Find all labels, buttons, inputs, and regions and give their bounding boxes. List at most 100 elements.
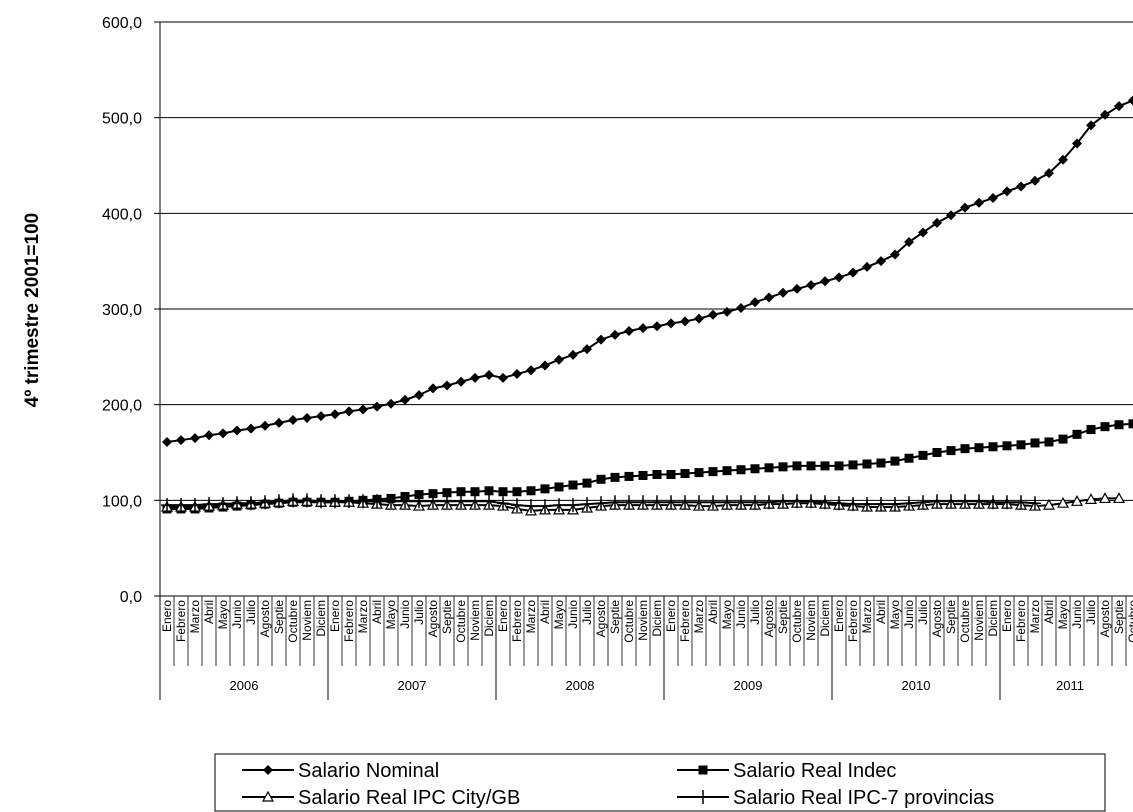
x-tick-label: Abril (202, 600, 216, 624)
marker (539, 499, 551, 514)
marker (820, 276, 830, 287)
marker (806, 280, 816, 291)
x-tick-label: Agosto (426, 600, 440, 638)
marker (847, 497, 859, 512)
x-tick-label: Diciem (650, 600, 664, 637)
marker (540, 360, 550, 371)
marker (638, 323, 648, 334)
marker (652, 321, 662, 332)
x-tick-label: Abril (1042, 600, 1056, 624)
marker (567, 498, 579, 513)
x-tick-label: Junio (398, 600, 412, 629)
marker (610, 472, 620, 482)
marker (1058, 154, 1068, 165)
marker (1002, 186, 1012, 197)
x-tick-label: Noviem (300, 600, 314, 641)
marker (455, 494, 467, 509)
x-tick-label: Octubre (622, 600, 636, 643)
series (161, 493, 1041, 514)
marker (778, 462, 788, 472)
x-tick-label: Junio (230, 600, 244, 629)
marker (162, 436, 172, 447)
x-tick-label: Abril (706, 600, 720, 624)
marker (540, 484, 550, 494)
marker (358, 404, 368, 415)
x-tick-label: Junio (734, 600, 748, 629)
year-label: 2011 (1056, 678, 1084, 693)
x-tick-label: Septie (944, 600, 958, 634)
marker (498, 487, 508, 497)
marker (1112, 492, 1126, 504)
marker (749, 495, 761, 510)
marker (301, 493, 313, 508)
marker (497, 496, 509, 511)
marker (1128, 419, 1133, 429)
x-tick-label: Septie (272, 600, 286, 634)
marker (357, 494, 369, 509)
marker (693, 495, 705, 510)
marker (231, 496, 243, 511)
marker (1044, 168, 1054, 179)
marker (190, 433, 200, 444)
marker (189, 498, 201, 513)
marker (973, 494, 985, 509)
legend: Salario Nominal Salario Real Indec Salari… (214, 753, 1106, 812)
marker (1072, 429, 1082, 439)
x-tick-label: Enero (664, 600, 678, 632)
marker (1098, 492, 1112, 504)
marker (862, 459, 872, 469)
x-tick-label: Agosto (594, 600, 608, 638)
x-tick-label: Agosto (258, 600, 272, 638)
marker (848, 267, 858, 278)
marker (554, 354, 564, 365)
x-tick-label: Julio (1084, 600, 1098, 625)
series-line (166, 99, 1133, 443)
marker (932, 448, 942, 457)
y-tick-label: 600,0 (102, 15, 142, 32)
marker (932, 217, 942, 228)
x-tick-label: Agosto (930, 600, 944, 638)
marker (261, 790, 275, 802)
marker (736, 465, 746, 475)
marker (498, 372, 508, 383)
x-tick-label: Septie (1112, 600, 1126, 634)
marker (596, 334, 606, 345)
marker (1114, 101, 1124, 112)
x-tick-label: Octubre (1126, 600, 1133, 643)
marker (526, 365, 536, 376)
marker (862, 261, 872, 272)
marker (889, 497, 901, 512)
x-tick-label: Febrero (678, 600, 692, 642)
x-tick-label: Marzo (188, 600, 202, 634)
marker (638, 470, 648, 480)
marker (428, 489, 438, 499)
x-tick-label: Febrero (510, 600, 524, 642)
x-tick-label: Noviem (804, 600, 818, 641)
marker (833, 496, 845, 511)
marker (931, 494, 943, 509)
marker (666, 318, 676, 329)
marker (735, 495, 747, 510)
marker (792, 283, 802, 294)
marker (694, 468, 704, 478)
marker (442, 380, 452, 391)
marker (1002, 441, 1012, 451)
marker (218, 428, 228, 439)
marker (834, 272, 844, 283)
marker (890, 249, 900, 260)
marker (1044, 437, 1054, 447)
marker (1100, 109, 1110, 120)
y-tick-label: 500,0 (102, 111, 142, 128)
x-tick-label: Octubre (286, 600, 300, 643)
x-tick-label: Febrero (342, 600, 356, 642)
x-tick-label: Julio (580, 600, 594, 625)
x-tick-label: Septie (440, 600, 454, 634)
marker (343, 494, 355, 509)
marker (637, 495, 649, 510)
marker (750, 464, 760, 474)
x-tick-label: Abril (874, 600, 888, 624)
marker (651, 495, 663, 510)
marker (263, 765, 273, 775)
marker (260, 420, 270, 431)
marker (624, 326, 634, 337)
